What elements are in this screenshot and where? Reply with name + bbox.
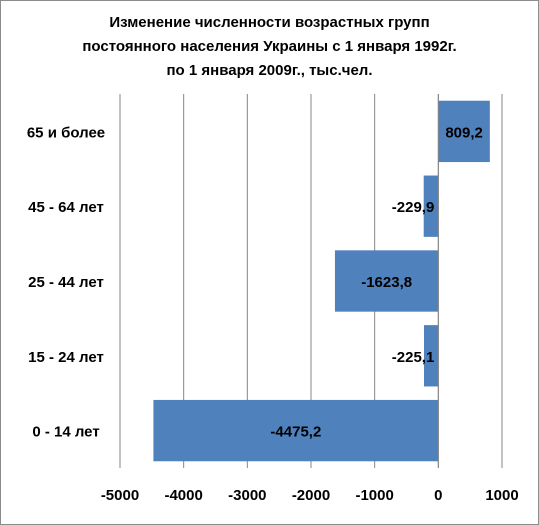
x-tick-label: -4000 — [164, 487, 202, 504]
chart-title-line-1: Изменение численности возрастных групп — [109, 14, 430, 31]
data-label: 809,2 — [445, 124, 483, 141]
x-tick-label: 1000 — [485, 487, 518, 504]
x-tick-label: 0 — [434, 487, 442, 504]
category-label: 45 - 64 лет — [28, 199, 104, 216]
data-label: -1623,8 — [361, 274, 412, 291]
category-label: 65 и более — [27, 124, 105, 141]
bar — [334, 250, 439, 312]
x-tick-label: -5000 — [101, 487, 139, 504]
bar — [423, 175, 439, 237]
bar — [153, 399, 439, 462]
category-label: 0 - 14 лет — [32, 424, 99, 441]
x-tick-label: -2000 — [292, 487, 330, 504]
data-label: -225,1 — [392, 349, 435, 366]
chart-title-line-2: постоянного населения Украины с 1 января… — [82, 38, 457, 55]
data-label: -229,9 — [392, 199, 435, 216]
x-tick-label: -3000 — [228, 487, 266, 504]
x-tick-label: -1000 — [355, 487, 393, 504]
data-label: -4475,2 — [270, 424, 321, 441]
category-label: 25 - 44 лет — [28, 274, 104, 291]
category-label: 15 - 24 лет — [28, 349, 104, 366]
bar — [424, 325, 439, 387]
chart-title-line-3: по 1 января 2009г., тыс.чел. — [166, 62, 373, 79]
bar — [438, 100, 490, 163]
